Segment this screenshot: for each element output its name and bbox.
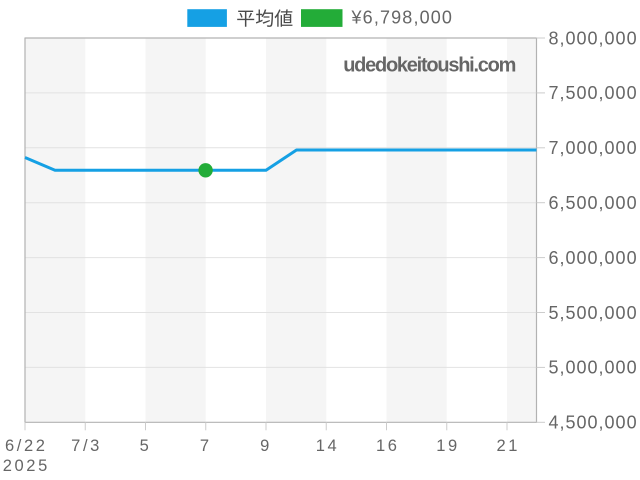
svg-text:7,500,000: 7,500,000 [549,83,638,103]
svg-text:2025: 2025 [3,457,50,475]
svg-text:5,500,000: 5,500,000 [549,303,638,323]
svg-text:14: 14 [316,437,340,455]
svg-text:6,500,000: 6,500,000 [549,193,638,213]
svg-text:5,000,000: 5,000,000 [549,358,638,378]
svg-text:21: 21 [497,437,521,455]
svg-text:udedokeitoushi.com: udedokeitoushi.com [343,54,515,76]
svg-text:4,500,000: 4,500,000 [549,413,638,433]
svg-text:19: 19 [436,437,460,455]
svg-text:8,000,000: 8,000,000 [549,28,638,48]
svg-text:6/22: 6/22 [5,437,48,455]
svg-text:7: 7 [200,437,212,455]
svg-text:¥6,798,000: ¥6,798,000 [351,7,454,27]
svg-text:7,000,000: 7,000,000 [549,138,638,158]
svg-text:5: 5 [140,437,152,455]
svg-text:9: 9 [260,437,272,455]
svg-text:7/3: 7/3 [71,437,102,455]
svg-text:6,000,000: 6,000,000 [549,248,638,268]
svg-text:16: 16 [376,437,400,455]
